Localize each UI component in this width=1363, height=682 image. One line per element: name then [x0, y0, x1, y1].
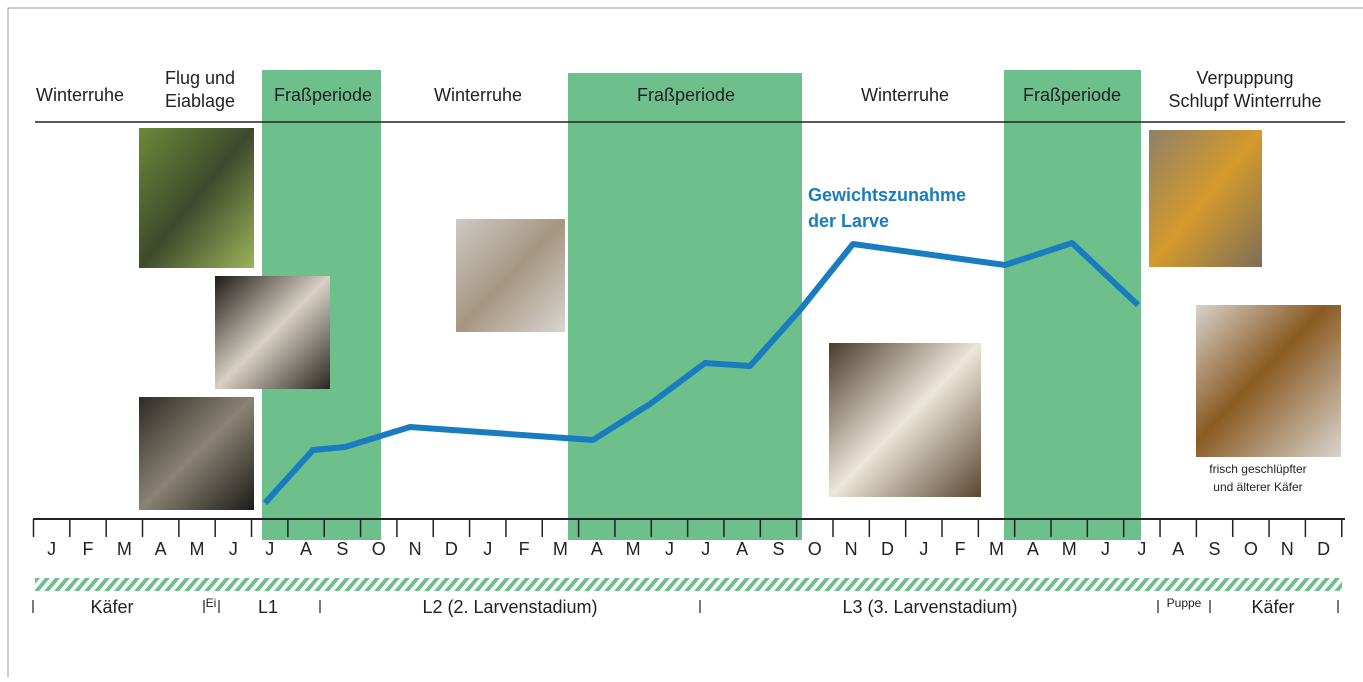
month-label: A — [591, 539, 603, 559]
month-label: J — [483, 539, 492, 559]
month-label: F — [83, 539, 94, 559]
phase-label: Flug und — [165, 68, 235, 88]
month-label: M — [553, 539, 568, 559]
month-label: D — [881, 539, 894, 559]
month-label: A — [1027, 539, 1039, 559]
month-label: A — [155, 539, 167, 559]
month-label: A — [736, 539, 748, 559]
month-label: N — [1281, 539, 1294, 559]
stage-label: Käfer — [90, 597, 133, 617]
month-label: O — [1244, 539, 1258, 559]
month-label: O — [372, 539, 386, 559]
month-label: M — [117, 539, 132, 559]
month-label: A — [1172, 539, 1184, 559]
month-label: S — [1209, 539, 1221, 559]
month-label: F — [519, 539, 530, 559]
month-label: J — [1137, 539, 1146, 559]
phase-label: Eiablage — [165, 91, 235, 111]
annotation: Gewichtszunahme — [808, 185, 966, 205]
stage-label: Käfer — [1251, 597, 1294, 617]
month-label: A — [300, 539, 312, 559]
month-label: J — [47, 539, 56, 559]
month-label: O — [808, 539, 822, 559]
stage-label: Ei — [206, 596, 217, 610]
month-label: J — [1101, 539, 1110, 559]
month-label: D — [445, 539, 458, 559]
phase-label: Fraßperiode — [274, 85, 372, 105]
month-label: J — [665, 539, 674, 559]
month-label: M — [190, 539, 205, 559]
phase-label: Winterruhe — [434, 85, 522, 105]
stage-label: L3 (3. Larvenstadium) — [842, 597, 1017, 617]
phase-label: Fraßperiode — [1023, 85, 1121, 105]
month-label: S — [336, 539, 348, 559]
feeding-bands — [262, 70, 1141, 540]
phase-label: Verpuppung — [1196, 68, 1293, 88]
annotation: der Larve — [808, 211, 889, 231]
diagram: Winterruhe Flug und Eiablage Fraßperiode Win… — [0, 0, 1363, 677]
month-label: M — [1062, 539, 1077, 559]
hatch-bar — [35, 578, 1342, 591]
month-label: N — [845, 539, 858, 559]
caption: und älterer Käfer — [1213, 480, 1302, 494]
month-label: M — [626, 539, 641, 559]
stage-label: Puppe — [1167, 596, 1202, 610]
month-label: D — [1317, 539, 1330, 559]
month-label: J — [919, 539, 928, 559]
month-label: J — [701, 539, 710, 559]
stage-label: L2 (2. Larvenstadium) — [422, 597, 597, 617]
caption: frisch geschlüpfter — [1209, 462, 1306, 476]
month-label: J — [229, 539, 238, 559]
stage-label: L1 — [258, 597, 278, 617]
month-label: N — [409, 539, 422, 559]
month-label: M — [989, 539, 1004, 559]
month-label: J — [265, 539, 274, 559]
phase-label: Fraßperiode — [637, 85, 735, 105]
month-label: F — [955, 539, 966, 559]
stage-dividers — [33, 600, 1338, 613]
phase-label: Winterruhe — [36, 85, 124, 105]
month-label: S — [772, 539, 784, 559]
phase-label: Schlupf Winterruhe — [1168, 91, 1321, 111]
phase-label: Winterruhe — [861, 85, 949, 105]
